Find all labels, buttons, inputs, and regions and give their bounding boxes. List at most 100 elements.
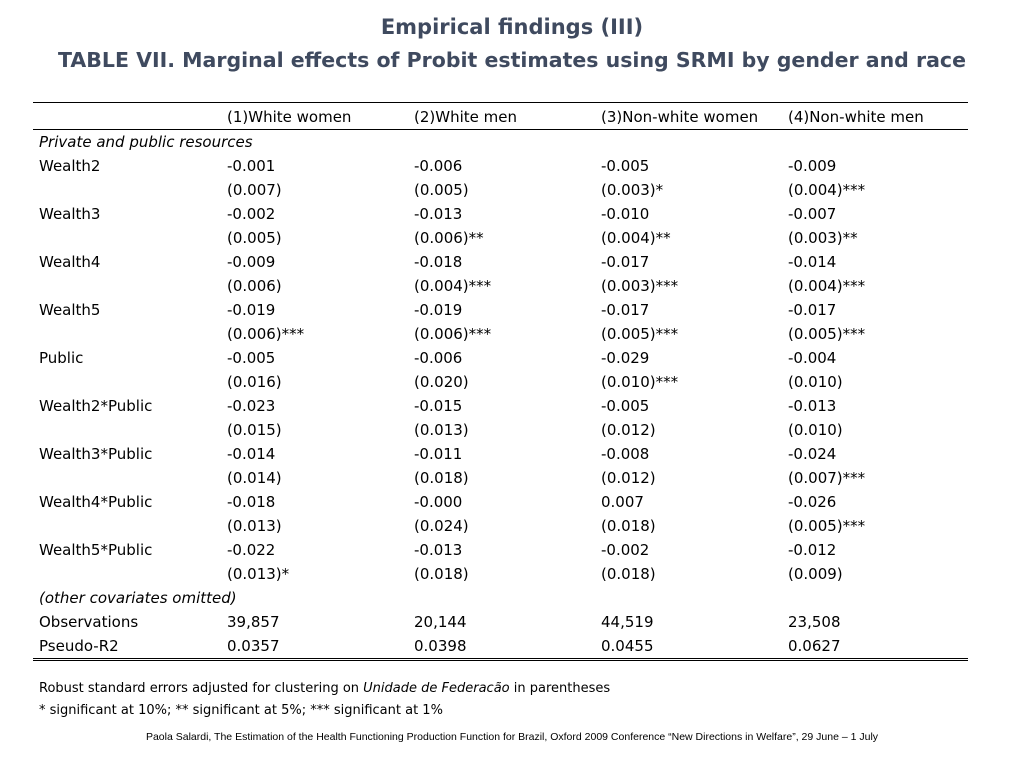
coef-cell: -0.024	[788, 445, 837, 463]
table-notes: Robust standard errors adjusted for clus…	[39, 678, 610, 722]
table-row-se: (0.007) (0.005) (0.003)* (0.004)***	[33, 178, 968, 202]
std-error-cell: (0.003)***	[601, 277, 679, 295]
coef-cell: -0.022	[227, 541, 276, 559]
table-row-se: (0.006)*** (0.006)*** (0.005)*** (0.005)***	[33, 322, 968, 346]
coef-cell: -0.005	[227, 349, 276, 367]
table-row-section: Private and public resources	[33, 130, 968, 155]
slide-title-line1: Empirical findings (III)	[380, 15, 644, 39]
stat-cell: 44,519	[601, 613, 654, 631]
coef-cell: -0.017	[601, 253, 650, 271]
std-error-cell: (0.004)***	[788, 181, 866, 199]
coef-cell: -0.017	[788, 301, 837, 319]
coef-cell: -0.019	[227, 301, 276, 319]
coef-cell: -0.007	[788, 205, 837, 223]
row-label: Wealth5	[39, 301, 101, 319]
row-label: Wealth3*Public	[39, 445, 153, 463]
coef-cell: -0.010	[601, 205, 650, 223]
std-error-cell: (0.004)**	[601, 229, 671, 247]
table-row-coef: Wealth4 -0.009 -0.018 -0.017 -0.014	[33, 250, 968, 274]
row-label: Wealth3	[39, 205, 101, 223]
row-label	[33, 322, 221, 346]
std-error-cell: (0.013)*	[227, 565, 290, 583]
table-row-section: (other covariates omitted)	[33, 586, 968, 610]
coef-cell: -0.019	[414, 301, 463, 319]
table-row-stat: Pseudo-R2 0.0357 0.0398 0.0455 0.0627	[33, 634, 968, 661]
std-error-cell: (0.006)***	[227, 325, 305, 343]
notes-line1-pre: Robust standard errors adjusted for clus…	[39, 681, 364, 696]
table-body: Private and public resources Wealth2 -0.00…	[33, 130, 968, 661]
table-row-coef: Wealth4*Public -0.018 -0.000 0.007 -0.026	[33, 490, 968, 514]
coef-cell: -0.009	[227, 253, 276, 271]
results-table: (1)White women (2)White men (3)Non-white…	[33, 102, 968, 661]
std-error-cell: (0.018)	[414, 565, 469, 583]
std-error-cell: (0.012)	[601, 421, 656, 439]
table-row-se: (0.005) (0.006)** (0.004)** (0.003)**	[33, 226, 968, 250]
row-label: Observations	[39, 613, 139, 631]
header-cell-white-women: (1)White women	[221, 102, 408, 130]
table-row-coef: Wealth3 -0.002 -0.013 -0.010 -0.007	[33, 202, 968, 226]
stat-cell: 20,144	[414, 613, 467, 631]
std-error-cell: (0.004)***	[788, 277, 866, 295]
coef-cell: -0.002	[227, 205, 276, 223]
table-row-se: (0.013)* (0.018) (0.018) (0.009)	[33, 562, 968, 586]
slide-title: Empirical findings (III) TABLE VII. Marg…	[0, 11, 1024, 77]
section-label: (other covariates omitted)	[39, 589, 237, 607]
coef-cell: -0.013	[414, 541, 463, 559]
slide-footer: Paola Salardi, The Estimation of the Hea…	[145, 731, 879, 743]
std-error-cell: (0.005)***	[788, 325, 866, 343]
row-label: Pseudo-R2	[33, 634, 221, 661]
table-row-se: (0.006) (0.004)*** (0.003)*** (0.004)***	[33, 274, 968, 298]
std-error-cell: (0.018)	[601, 517, 656, 535]
row-label: Wealth2	[39, 157, 101, 175]
row-label	[33, 562, 221, 586]
coef-cell: -0.006	[414, 349, 463, 367]
std-error-cell: (0.014)	[227, 469, 282, 487]
std-error-cell: (0.018)	[601, 565, 656, 583]
table-row-coef: Wealth5*Public -0.022 -0.013 -0.002 -0.012	[33, 538, 968, 562]
table-header: (1)White women (2)White men (3)Non-white…	[33, 102, 968, 130]
notes-line1: Robust standard errors adjusted for clus…	[39, 678, 610, 700]
coef-cell: -0.013	[788, 397, 837, 415]
table-row-se: (0.014) (0.018) (0.012) (0.007)***	[33, 466, 968, 490]
header-row: (1)White women (2)White men (3)Non-white…	[33, 102, 968, 130]
row-label	[33, 418, 221, 442]
std-error-cell: (0.003)**	[788, 229, 858, 247]
stat-cell: 23,508	[788, 613, 841, 631]
row-label: Wealth5*Public	[39, 541, 153, 559]
coef-cell: -0.015	[414, 397, 463, 415]
table-row-se: (0.015) (0.013) (0.012) (0.010)	[33, 418, 968, 442]
std-error-cell: (0.018)	[414, 469, 469, 487]
std-error-cell: (0.004)***	[414, 277, 492, 295]
notes-line2: * significant at 10%; ** significant at …	[39, 703, 443, 718]
coef-cell: -0.014	[227, 445, 276, 463]
coef-cell: -0.001	[227, 157, 276, 175]
row-label	[33, 226, 221, 250]
row-label	[33, 514, 221, 538]
table-row-coef: Wealth2 -0.001 -0.006 -0.005 -0.009	[33, 154, 968, 178]
table-row-stat: Observations 39,857 20,144 44,519 23,508	[33, 610, 968, 634]
coef-cell: -0.004	[788, 349, 837, 367]
stat-cell: 0.0455	[595, 634, 782, 661]
coef-cell: -0.002	[601, 541, 650, 559]
std-error-cell: (0.010)	[788, 421, 843, 439]
header-cell-label	[33, 102, 221, 130]
row-label	[33, 274, 221, 298]
coef-cell: -0.011	[414, 445, 463, 463]
table-row-coef: Wealth2*Public -0.023 -0.015 -0.005 -0.013	[33, 394, 968, 418]
coef-cell: -0.026	[788, 493, 837, 511]
std-error-cell: (0.013)	[227, 517, 282, 535]
std-error-cell: (0.005)	[414, 181, 469, 199]
std-error-cell: (0.024)	[414, 517, 469, 535]
coef-cell: -0.005	[601, 397, 650, 415]
std-error-cell: (0.012)	[601, 469, 656, 487]
std-error-cell: (0.003)*	[601, 181, 664, 199]
coef-cell: -0.000	[414, 493, 463, 511]
table-row-coef: Wealth5 -0.019 -0.019 -0.017 -0.017	[33, 298, 968, 322]
std-error-cell: (0.006)	[227, 277, 282, 295]
header-cell-nonwhite-men: (4)Non-white men	[782, 102, 968, 130]
std-error-cell: (0.006)***	[414, 325, 492, 343]
table-row-se: (0.013) (0.024) (0.018) (0.005)***	[33, 514, 968, 538]
coef-cell: -0.012	[788, 541, 837, 559]
coef-cell: 0.007	[601, 493, 644, 511]
std-error-cell: (0.005)	[227, 229, 282, 247]
